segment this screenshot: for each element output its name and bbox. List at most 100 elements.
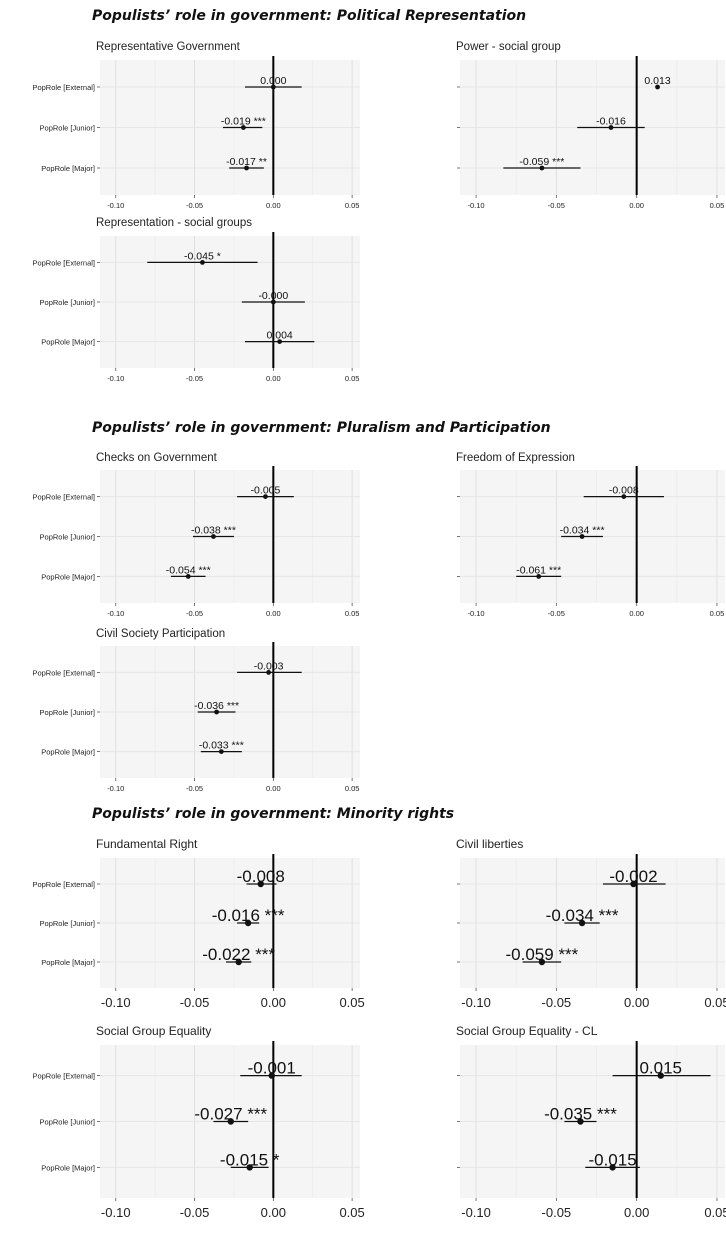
section-title: Populists’ role in government: Pluralism…	[92, 420, 551, 436]
estimate-point	[185, 574, 191, 579]
x-tick-label: 0.05	[345, 374, 360, 383]
estimate-label: -0.022 ***	[202, 945, 275, 964]
panel-title: Power - social group	[456, 41, 561, 53]
y-tick-label: PopRole [Major]	[41, 338, 95, 347]
y-tick-label: PopRole [Major]	[41, 1163, 95, 1172]
x-tick-label: 0.00	[266, 374, 281, 383]
x-tick-label: 0.00	[261, 1205, 286, 1220]
x-tick-label: -0.05	[186, 609, 203, 618]
x-tick-label: 0.05	[345, 201, 360, 210]
y-tick-label: PopRole [External]	[32, 258, 95, 267]
estimate-label: 0.013	[644, 75, 670, 87]
x-tick-label: -0.10	[107, 609, 124, 618]
y-tick-label: PopRole [Junior]	[40, 919, 95, 928]
estimate-point	[214, 709, 220, 715]
y-tick-label: PopRole [Junior]	[40, 124, 95, 133]
x-tick-label: 0.00	[629, 609, 644, 618]
estimate-point	[268, 1072, 275, 1079]
estimate-point	[539, 165, 545, 171]
y-tick-label: PopRole [Major]	[41, 958, 95, 967]
x-tick-label: 0.05	[339, 1205, 364, 1220]
estimate-label: -0.000	[258, 290, 288, 302]
estimate-point	[244, 919, 252, 927]
estimate-point	[609, 1164, 616, 1171]
x-tick-label: 0.05	[345, 784, 360, 793]
y-tick-label: PopRole [Major]	[41, 748, 95, 757]
estimate-label: -0.027 ***	[194, 1105, 267, 1124]
estimate-point	[235, 958, 242, 966]
estimate-label: -0.033 ***	[199, 740, 244, 752]
y-tick-label: PopRole [Major]	[41, 164, 95, 173]
estimate-point	[270, 299, 276, 305]
y-tick-label: PopRole [Junior]	[40, 298, 95, 307]
section-title: Populists’ role in government: Minority …	[92, 806, 454, 822]
estimate-label: -0.034 ***	[546, 906, 619, 925]
estimate-point	[536, 574, 542, 579]
x-tick-label: 0.05	[345, 609, 360, 618]
estimate-point	[578, 919, 586, 927]
estimate-label: -0.054 ***	[166, 564, 211, 576]
x-tick-label: -0.10	[107, 201, 124, 210]
estimate-point	[655, 84, 660, 90]
estimate-point	[277, 339, 283, 344]
estimate-point	[240, 125, 246, 130]
estimate-label: -0.061 ***	[516, 564, 561, 576]
estimate-point	[263, 494, 268, 499]
estimate-label: -0.001	[248, 1059, 296, 1078]
estimate-label: -0.008	[237, 867, 285, 886]
x-tick-label: 0.00	[629, 201, 644, 210]
estimate-label: -0.017 **	[226, 156, 267, 168]
x-tick-label: -0.10	[101, 995, 131, 1010]
estimate-label: -0.005	[251, 485, 281, 497]
estimate-label: 0.015	[639, 1059, 682, 1078]
y-tick-label: PopRole [Junior]	[40, 533, 95, 542]
estimate-label: -0.035 ***	[544, 1105, 617, 1124]
estimate-point	[270, 84, 276, 90]
x-tick-label: -0.10	[107, 374, 124, 383]
estimate-label: -0.015 *	[220, 1150, 280, 1169]
estimate-point	[246, 1164, 253, 1171]
x-tick-label: 0.00	[266, 609, 281, 618]
panel-title: Social Group Equality	[96, 1024, 211, 1038]
x-tick-label: -0.05	[186, 374, 203, 383]
x-tick-label: 0.05	[704, 1205, 726, 1220]
estimate-point	[244, 165, 249, 171]
y-tick-label: PopRole [Junior]	[40, 1118, 95, 1127]
estimate-label: -0.036 ***	[194, 700, 239, 712]
x-tick-label: 0.00	[624, 1205, 649, 1220]
y-tick-label: PopRole [External]	[32, 83, 95, 92]
x-tick-label: 0.00	[266, 784, 281, 793]
x-tick-label: -0.10	[101, 1205, 131, 1220]
y-tick-label: PopRole [External]	[32, 493, 95, 502]
panel-title: Representative Government	[96, 41, 241, 53]
panel-title: Fundamental Right	[96, 837, 198, 851]
estimate-point	[577, 1118, 584, 1125]
estimate-label: -0.038 ***	[191, 525, 236, 537]
y-tick-label: PopRole [Junior]	[40, 708, 95, 717]
y-tick-label: PopRole [External]	[32, 1072, 95, 1081]
estimate-point	[579, 534, 585, 539]
estimate-label: -0.016	[596, 116, 626, 128]
x-tick-label: 0.05	[339, 995, 364, 1010]
x-tick-label: -0.05	[542, 995, 572, 1010]
section-title: Populists’ role in government: Political…	[92, 8, 526, 24]
x-tick-label: -0.05	[180, 1205, 210, 1220]
estimate-point	[200, 260, 205, 265]
estimate-point	[227, 1118, 234, 1125]
estimate-point	[630, 880, 637, 888]
estimate-label: 0.000	[260, 75, 286, 87]
x-tick-label: -0.10	[468, 201, 485, 210]
x-tick-label: -0.05	[186, 784, 203, 793]
estimate-label: -0.034 ***	[560, 525, 605, 537]
x-tick-label: -0.05	[548, 201, 565, 210]
x-tick-label: -0.10	[461, 1205, 491, 1220]
x-tick-label: -0.05	[548, 609, 565, 618]
x-tick-label: -0.10	[107, 784, 124, 793]
estimate-label: -0.015	[588, 1150, 636, 1169]
estimate-label: -0.059 ***	[506, 945, 579, 964]
x-tick-label: 0.00	[624, 995, 649, 1010]
x-tick-label: -0.05	[180, 995, 210, 1010]
estimate-point	[211, 534, 216, 539]
x-tick-label: -0.05	[186, 201, 203, 210]
panel-title: Freedom of Expression	[456, 452, 575, 464]
